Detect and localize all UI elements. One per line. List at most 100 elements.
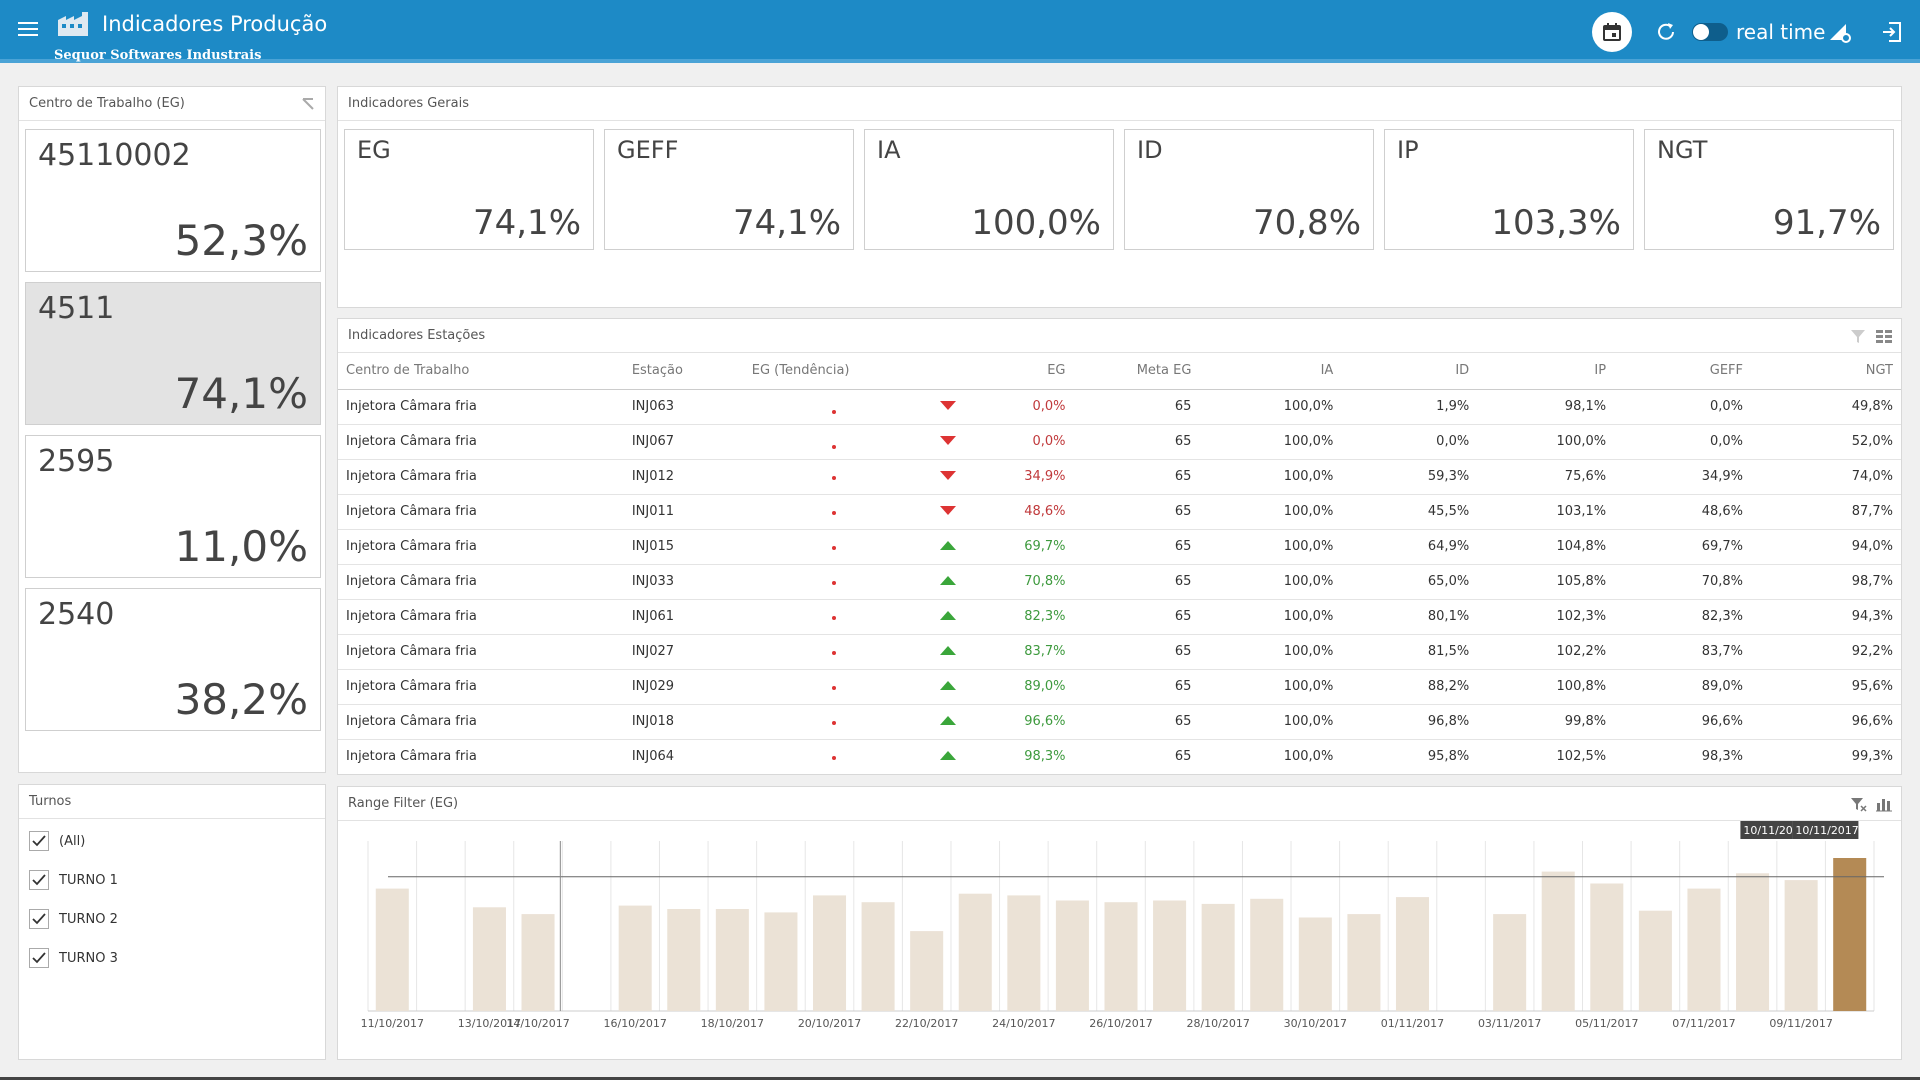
column-header[interactable]: EG bbox=[963, 353, 1074, 390]
bar[interactable] bbox=[1638, 910, 1672, 1011]
toggle-knob bbox=[1693, 24, 1709, 40]
column-header[interactable]: EG (Tendência) bbox=[743, 353, 964, 390]
bar[interactable] bbox=[667, 909, 701, 1011]
bar[interactable] bbox=[375, 888, 409, 1011]
work-center-card[interactable]: 45110002 52,3% bbox=[25, 129, 321, 272]
filter-icon[interactable] bbox=[1849, 327, 1867, 345]
calendar-button[interactable] bbox=[1592, 12, 1632, 52]
column-header[interactable]: Centro de Trabalho bbox=[338, 353, 624, 390]
bar[interactable] bbox=[472, 907, 506, 1011]
x-tick-label: 14/10/2017 bbox=[506, 1017, 569, 1030]
bar[interactable] bbox=[1590, 883, 1624, 1012]
bar[interactable] bbox=[1395, 897, 1430, 1011]
table-cell-ia: 100,0% bbox=[1199, 459, 1342, 495]
column-header[interactable]: IP bbox=[1477, 353, 1615, 390]
bar[interactable] bbox=[764, 912, 798, 1011]
trend-point bbox=[831, 444, 836, 449]
trend-down-icon bbox=[939, 436, 956, 445]
kpi-card-ngt: NGT 91,7% bbox=[1644, 129, 1894, 250]
refresh-icon[interactable] bbox=[1654, 20, 1678, 44]
bar[interactable] bbox=[958, 893, 992, 1011]
shift-option-turno-1[interactable]: TURNO 1 bbox=[29, 868, 118, 892]
bar[interactable] bbox=[715, 909, 749, 1011]
checkbox[interactable] bbox=[29, 909, 49, 929]
bar[interactable] bbox=[1104, 902, 1138, 1011]
x-tick-label: 28/10/2017 bbox=[1186, 1017, 1249, 1030]
column-header[interactable]: NGT bbox=[1751, 353, 1901, 390]
trend-indicator bbox=[843, 739, 964, 774]
bar[interactable] bbox=[1687, 888, 1721, 1011]
grid-view-icon[interactable] bbox=[1875, 327, 1893, 345]
x-tick-label: 20/10/2017 bbox=[798, 1017, 861, 1030]
bar[interactable] bbox=[1736, 873, 1770, 1011]
column-header[interactable]: IA bbox=[1199, 353, 1342, 390]
bar[interactable] bbox=[1784, 880, 1818, 1011]
bar[interactable] bbox=[1298, 917, 1332, 1012]
clear-filter-icon[interactable] bbox=[1849, 795, 1867, 813]
table-row[interactable]: Injetora Câmara fria INJ015 69,7% 65 100,0% 6… bbox=[338, 529, 1901, 565]
shift-option-all[interactable]: (All) bbox=[29, 829, 85, 853]
bar[interactable] bbox=[1541, 871, 1575, 1011]
table-cell-geff: 83,7% bbox=[1614, 634, 1751, 670]
kpi-card-geff: GEFF 74,1% bbox=[604, 129, 854, 250]
work-center-card[interactable]: 2595 11,0% bbox=[25, 435, 321, 578]
column-header[interactable]: Estação bbox=[623, 353, 744, 390]
checkbox[interactable] bbox=[29, 870, 49, 890]
bar[interactable] bbox=[861, 902, 895, 1011]
table-row[interactable]: Injetora Câmara fria INJ027 83,7% 65 100,0% 8… bbox=[338, 634, 1901, 670]
shift-option-turno-3[interactable]: TURNO 3 bbox=[29, 946, 118, 970]
column-header[interactable]: ID bbox=[1341, 353, 1478, 390]
bar[interactable] bbox=[1201, 903, 1235, 1011]
trend-sparkline bbox=[743, 494, 844, 530]
table-cell-ngt: 99,3% bbox=[1751, 739, 1901, 774]
clear-selection-icon[interactable] bbox=[299, 95, 317, 113]
table-row[interactable]: Injetora Câmara fria INJ064 98,3% 65 100,0% 9… bbox=[338, 739, 1901, 774]
shift-option-turno-2[interactable]: TURNO 2 bbox=[29, 907, 118, 931]
table-row[interactable]: Injetora Câmara fria INJ063 0,0% 65 100,0% 1,… bbox=[338, 389, 1901, 425]
table-row[interactable]: Injetora Câmara fria INJ033 70,8% 65 100,0% 6… bbox=[338, 564, 1901, 600]
trend-indicator bbox=[843, 634, 964, 670]
kpi-value: 74,1% bbox=[732, 203, 841, 243]
bar[interactable] bbox=[618, 905, 652, 1011]
table-row[interactable]: Injetora Câmara fria INJ061 82,3% 65 100,0% 8… bbox=[338, 599, 1901, 635]
bar[interactable] bbox=[910, 931, 944, 1011]
range-filter-panel: Range Filter (EG) 11/10/2017 13/10/2017 14… bbox=[337, 786, 1902, 1060]
work-center-card[interactable]: 4511 74,1% bbox=[25, 282, 321, 425]
work-center-card[interactable]: 2540 38,2% bbox=[25, 588, 321, 731]
table-cell-ct: Injetora Câmara fria bbox=[338, 529, 624, 565]
table-row[interactable]: Injetora Câmara fria INJ011 48,6% 65 100,0% 4… bbox=[338, 494, 1901, 530]
bar[interactable] bbox=[1493, 914, 1527, 1011]
table-row[interactable]: Injetora Câmara fria INJ029 89,0% 65 100,0% 8… bbox=[338, 669, 1901, 705]
table-cell-ct: Injetora Câmara fria bbox=[338, 599, 624, 635]
x-tick-label: 16/10/2017 bbox=[603, 1017, 666, 1030]
hamburger-menu-icon[interactable] bbox=[18, 22, 38, 38]
table-cell-ia: 100,0% bbox=[1199, 564, 1342, 600]
bar[interactable] bbox=[1153, 900, 1187, 1012]
bar[interactable] bbox=[1347, 914, 1381, 1011]
signal-settings-icon[interactable] bbox=[1828, 20, 1852, 44]
table-cell-meta: 65 bbox=[1073, 459, 1200, 495]
kpi-name: GEFF bbox=[617, 136, 679, 164]
bar[interactable] bbox=[521, 914, 555, 1011]
table-row[interactable]: Injetora Câmara fria INJ067 0,0% 65 100,0% 0,… bbox=[338, 424, 1901, 460]
trend-point bbox=[831, 511, 836, 515]
x-tick-label: 11/10/2017 bbox=[361, 1017, 424, 1030]
bar[interactable] bbox=[1250, 898, 1284, 1011]
logout-icon[interactable] bbox=[1880, 20, 1904, 44]
bar[interactable] bbox=[1007, 895, 1041, 1011]
table-cell-meta: 65 bbox=[1073, 704, 1200, 740]
realtime-toggle[interactable] bbox=[1692, 23, 1728, 41]
checkbox[interactable] bbox=[29, 948, 49, 968]
table-row[interactable]: Injetora Câmara fria INJ012 34,9% 65 100,0% 5… bbox=[338, 459, 1901, 495]
table-row[interactable]: Injetora Câmara fria INJ018 96,6% 65 100,0% 9… bbox=[338, 704, 1901, 740]
shift-label: TURNO 3 bbox=[59, 950, 118, 966]
table-cell-ngt: 74,0% bbox=[1751, 459, 1901, 495]
selected-bar[interactable] bbox=[1833, 858, 1867, 1011]
bar[interactable] bbox=[1055, 900, 1089, 1012]
chart-type-icon[interactable] bbox=[1875, 795, 1893, 813]
column-header[interactable]: GEFF bbox=[1614, 353, 1751, 390]
checkbox[interactable] bbox=[29, 831, 49, 851]
bar[interactable] bbox=[812, 895, 847, 1011]
column-header[interactable]: Meta EG bbox=[1073, 353, 1200, 390]
